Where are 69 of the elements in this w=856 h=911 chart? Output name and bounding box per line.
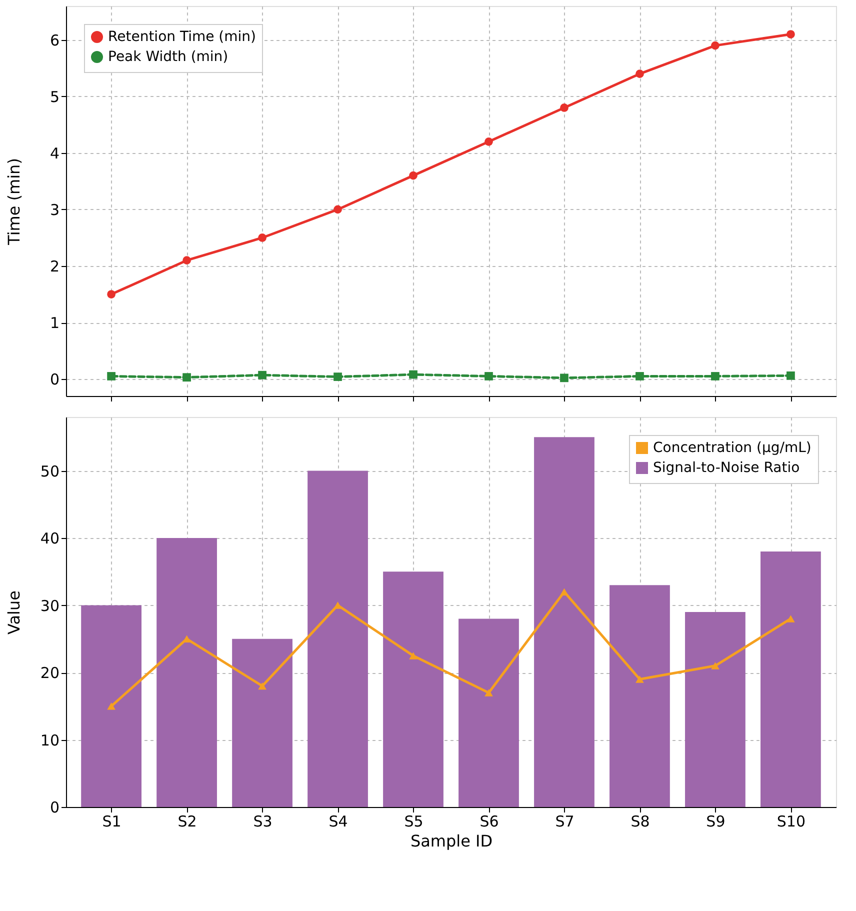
bar: [458, 618, 519, 807]
point: [334, 602, 342, 609]
legend-label: Retention Time (min): [108, 29, 256, 45]
y-tick-label: 50: [40, 462, 60, 480]
bar: [232, 638, 292, 807]
y-tick-label: 0: [50, 798, 60, 816]
bar: [383, 572, 444, 807]
y-tick-label: 3: [50, 200, 60, 219]
x-tick-label: S10: [776, 812, 806, 830]
y-tick-label: 30: [40, 596, 60, 615]
x-tick-label: S1: [102, 812, 122, 830]
point: [560, 588, 568, 596]
bar: [534, 437, 594, 807]
x-tick-label: S6: [480, 812, 499, 830]
bar: [308, 470, 368, 807]
point: [786, 371, 795, 380]
point: [711, 372, 720, 380]
y-axis-title: Value: [4, 590, 24, 634]
bar: [156, 538, 217, 807]
y-tick-label: 0: [50, 370, 60, 389]
x-tick-label: S5: [404, 812, 424, 830]
y-tick-label: 10: [40, 731, 60, 750]
legend-label: Peak Width (min): [108, 49, 228, 65]
point: [484, 689, 493, 696]
y-tick-label: 20: [40, 664, 60, 682]
point: [409, 370, 418, 379]
x-tick-label: S7: [555, 812, 574, 830]
y-tick-label: 4: [50, 144, 60, 162]
point: [560, 374, 568, 382]
x-tick-label: S4: [328, 812, 348, 830]
point: [107, 702, 116, 710]
y-tick-label: 6: [50, 31, 60, 50]
bar: [760, 551, 821, 807]
point: [258, 682, 266, 690]
bar: [81, 605, 142, 807]
point: [786, 30, 795, 38]
x-tick-label: S9: [706, 812, 726, 830]
point: [107, 372, 116, 380]
x-tick-label: S3: [253, 812, 272, 830]
x-tick-label: S2: [178, 812, 197, 830]
legend-label: Signal-to-Noise Ratio: [653, 460, 800, 476]
y-tick-label: 5: [50, 88, 60, 106]
point: [786, 615, 795, 622]
point: [409, 652, 418, 660]
point: [711, 41, 720, 50]
x-tick-label: S8: [630, 812, 650, 830]
point: [409, 171, 418, 180]
bar: [610, 585, 670, 807]
point: [182, 373, 191, 382]
point: [182, 256, 191, 265]
point: [334, 205, 342, 214]
point: [560, 104, 568, 112]
point: [107, 290, 116, 298]
y-tick-label: 1: [50, 314, 60, 332]
point: [711, 662, 720, 670]
y-tick-label: 40: [40, 530, 60, 548]
point: [258, 234, 266, 242]
point: [484, 372, 493, 380]
bar: [685, 612, 746, 807]
point: [484, 137, 493, 146]
point: [636, 70, 644, 78]
point: [258, 370, 266, 380]
point: [334, 372, 342, 381]
legend-label: Concentration (µg/mL): [653, 440, 812, 456]
y-tick-label: 2: [50, 258, 60, 276]
point: [636, 676, 644, 683]
y-axis-title: Time (min): [4, 158, 24, 246]
point: [636, 372, 644, 380]
x-axis-title: Sample ID: [410, 832, 493, 850]
